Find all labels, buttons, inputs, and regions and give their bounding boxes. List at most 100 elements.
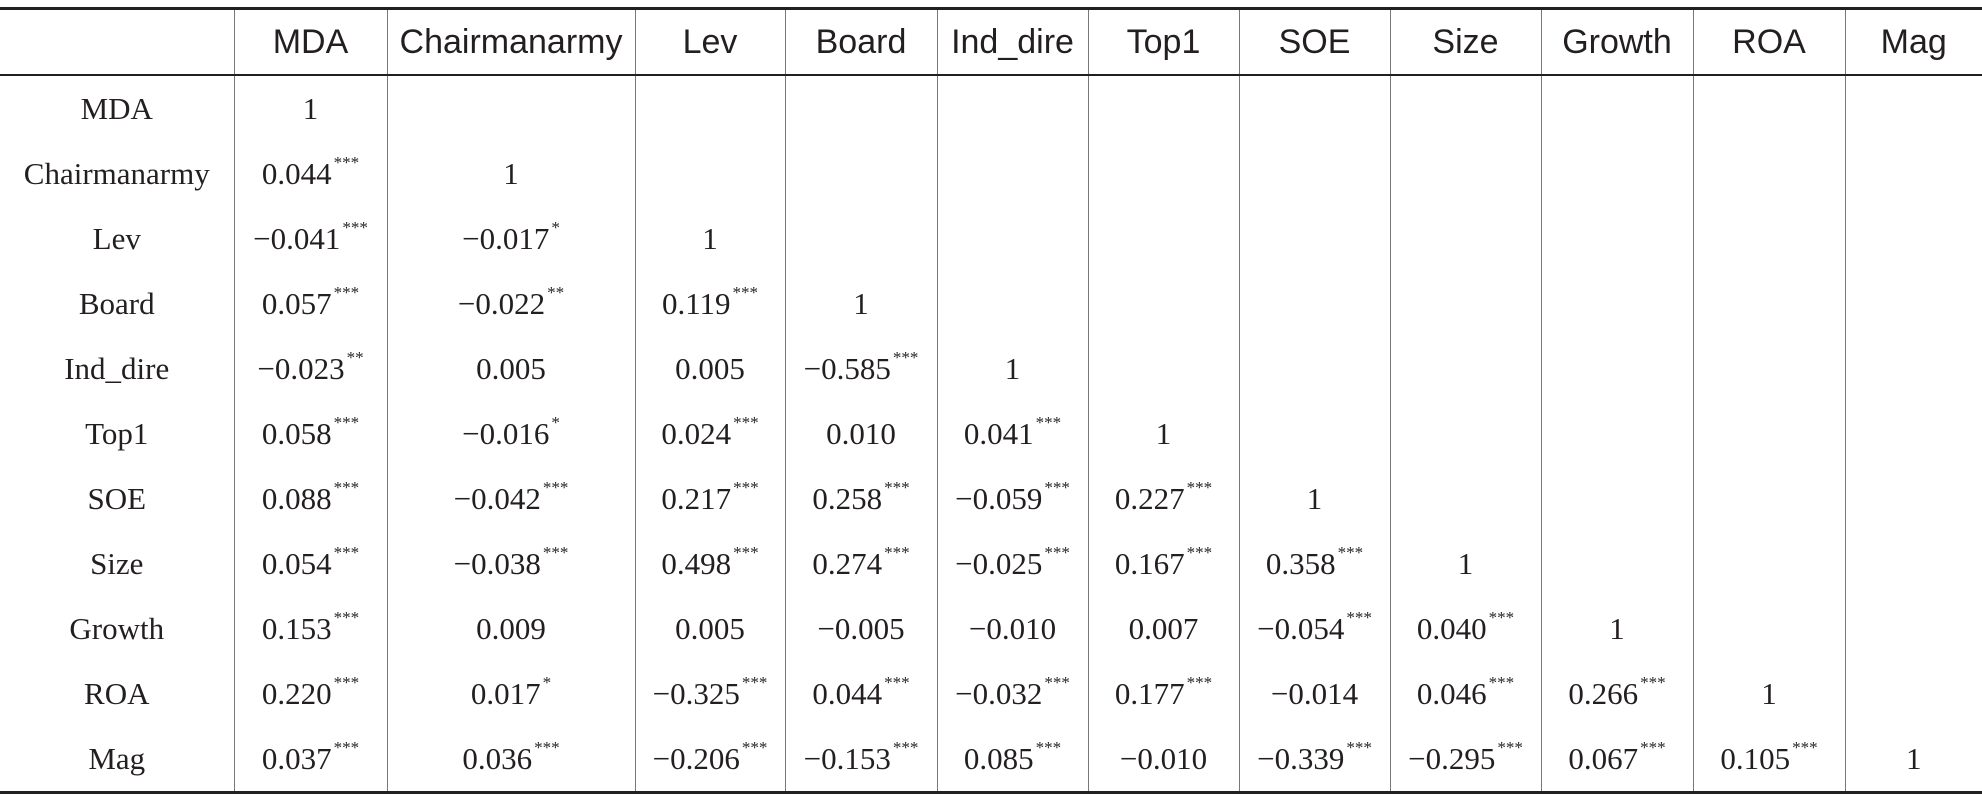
table-cell: 0.088 *** (233, 466, 387, 531)
significance-stars: *** (534, 738, 560, 758)
table-cell: 0.005 (634, 596, 785, 661)
table-cell (1087, 271, 1239, 336)
cell-value: −0.059 (955, 480, 1043, 516)
table-cell (1844, 661, 1982, 726)
table-cell: 0.266 *** (1540, 661, 1693, 726)
cell-value: 1 (1306, 480, 1323, 516)
significance-stars: *** (741, 738, 768, 758)
table-cell: −0.010 (936, 596, 1088, 661)
cell-value: 0.220 (261, 675, 332, 711)
table-cell (1087, 141, 1239, 206)
table-cell: 1 (1238, 466, 1390, 531)
cell-value: 0.005 (476, 350, 546, 386)
cell-value: 0.041 (963, 415, 1034, 451)
table-cell: −0.042 *** (386, 466, 635, 531)
table-cell (1692, 271, 1845, 336)
significance-stars: *** (884, 478, 910, 498)
cell-value: −0.010 (1119, 740, 1208, 776)
table-cell: 0.009 (386, 596, 635, 661)
cell-value: 0.274 (812, 545, 883, 581)
column-header: Growth (1540, 8, 1693, 76)
significance-stars: *** (333, 673, 360, 693)
table-cell (1844, 401, 1982, 466)
table-cell: 0.167 *** (1087, 531, 1239, 596)
cell-value: 1 (853, 285, 869, 321)
table-cell (1540, 531, 1693, 596)
cell-value: −0.005 (817, 610, 905, 646)
cell-value: −0.023 (257, 350, 345, 386)
row-label: Top1 (85, 415, 149, 451)
cell-value: 0.007 (1128, 610, 1199, 646)
table-cell: 0.036 *** (386, 726, 635, 793)
significance-stars: *** (1337, 543, 1364, 563)
table-cell (1389, 271, 1541, 336)
table-cell: 1 (1844, 726, 1982, 793)
table-cell: −0.059 *** (936, 466, 1088, 531)
cell-value: 0.227 (1114, 480, 1185, 516)
row-label: Board (78, 285, 155, 321)
cell-value: 1 (1155, 415, 1172, 451)
cell-value: −0.054 (1257, 610, 1345, 646)
table-cell: −0.016 * (386, 401, 635, 466)
table-row: Top1 0.058 *** −0.016 * 0.024 *** 0.010 0.041 ***… (0, 401, 1982, 466)
table-cell: 0.040 *** (1389, 596, 1541, 661)
table-cell (1692, 75, 1845, 141)
row-label: Ind_dire (64, 350, 170, 386)
table-cell (1238, 75, 1390, 141)
table-cell: −0.295 *** (1389, 726, 1541, 793)
column-header: Chairmanarmy (386, 8, 635, 76)
table-cell: 0.358 *** (1238, 531, 1390, 596)
significance-stars: *** (1488, 608, 1515, 628)
cell-value: −0.014 (1270, 675, 1359, 711)
significance-stars: * (551, 413, 560, 433)
table-cell (936, 141, 1088, 206)
corner-header-cell (0, 8, 234, 76)
table-cell: 0.005 (386, 336, 635, 401)
cell-value: 0.258 (812, 480, 883, 516)
table-cell: 1 (936, 336, 1088, 401)
table-cell (1540, 336, 1693, 401)
table-cell: 0.274 *** (784, 531, 937, 596)
significance-stars: *** (1488, 673, 1515, 693)
significance-stars: *** (1044, 673, 1070, 693)
table-cell: 1 (386, 141, 635, 206)
table-cell: −0.032 *** (936, 661, 1088, 726)
cell-value: 0.085 (963, 740, 1034, 776)
table-cell: 0.153 *** (233, 596, 387, 661)
cell-value: 0.044 (812, 675, 883, 711)
table-cell (1238, 401, 1390, 466)
cell-value: 0.266 (1568, 675, 1639, 711)
column-header: Lev (634, 8, 785, 76)
significance-stars: *** (1186, 478, 1213, 498)
cell-value: 0.105 (1720, 740, 1791, 776)
significance-stars: *** (542, 478, 569, 498)
cell-value: 1 (503, 155, 519, 191)
table-cell: −0.010 (1087, 726, 1239, 793)
table-cell (936, 75, 1088, 141)
table-cell: −0.022 ** (386, 271, 635, 336)
table-cell (936, 206, 1088, 271)
table-cell: 0.105 *** (1692, 726, 1845, 793)
table-cell (386, 75, 635, 141)
significance-stars: *** (741, 673, 768, 693)
significance-stars: ** (346, 348, 364, 368)
table-cell: 0.057 *** (233, 271, 387, 336)
table-cell: −0.585 *** (784, 336, 937, 401)
cell-value: 0.046 (1416, 675, 1487, 711)
table-cell: 0.054 *** (233, 531, 387, 596)
row-label: MDA (80, 90, 153, 126)
table-cell: 0.046 *** (1389, 661, 1541, 726)
cell-value: −0.041 (253, 220, 341, 256)
cell-value: 0.005 (675, 350, 745, 386)
significance-stars: *** (1346, 608, 1372, 628)
significance-stars: *** (892, 348, 919, 368)
table-cell (1238, 141, 1390, 206)
cell-value: −0.022 (457, 285, 546, 321)
table-cell (1692, 596, 1845, 661)
cell-value: 0.024 (661, 415, 732, 451)
significance-stars: *** (733, 413, 759, 433)
table-cell (1087, 75, 1239, 141)
table-cell (784, 75, 937, 141)
table-cell: 1 (1692, 661, 1845, 726)
table-cell: 0.119 *** (634, 271, 785, 336)
